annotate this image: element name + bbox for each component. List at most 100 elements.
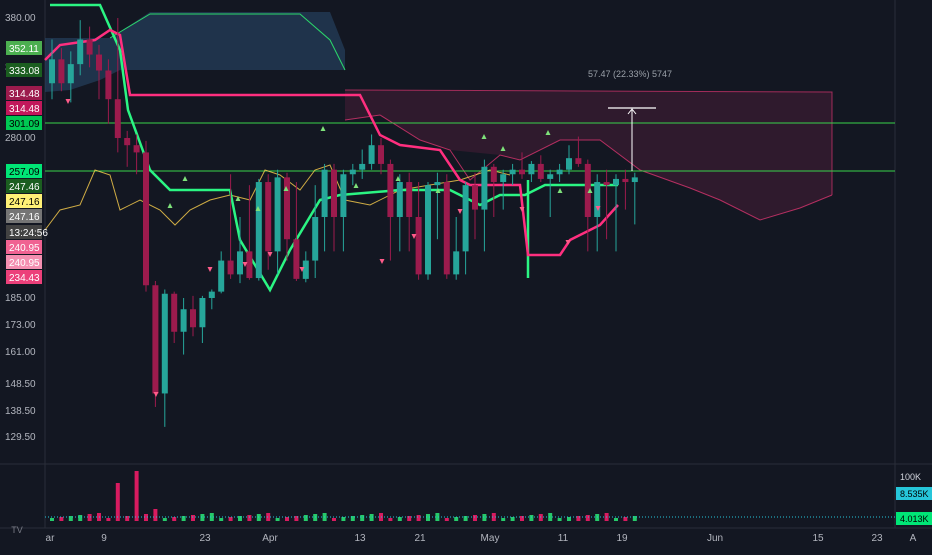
price-tag-bg <box>6 240 42 254</box>
price-tag: 240.95 <box>6 240 42 254</box>
volume-bar <box>444 518 449 521</box>
signal-marker-layer <box>65 99 601 397</box>
grid-layer <box>0 0 932 529</box>
price-tag-bg <box>6 101 42 115</box>
candle <box>481 159 488 252</box>
price-tag-label: 352.11 <box>9 44 39 55</box>
candle-body <box>415 217 422 275</box>
sell-signal-marker <box>153 392 159 397</box>
candle <box>594 174 601 252</box>
candle <box>406 172 413 252</box>
candle-body <box>208 291 215 298</box>
x-tick-label: 11 <box>558 533 569 544</box>
price-tag-bg <box>6 116 42 130</box>
sell-signal-marker <box>207 267 213 272</box>
price-tag: 247.16 <box>6 209 42 223</box>
price-tag-label: 247.16 <box>9 212 40 223</box>
candle <box>387 159 394 261</box>
x-tick-label: 9 <box>101 533 107 544</box>
candle-body <box>312 217 319 261</box>
candle-body <box>547 174 554 179</box>
buy-signal-marker <box>435 188 441 193</box>
candle-body <box>265 182 272 252</box>
candle-body <box>105 70 112 100</box>
candle <box>378 138 384 175</box>
candle-body <box>566 158 572 170</box>
measure-label: 57.47 (22.33%) 5747 <box>588 69 672 79</box>
candle <box>58 48 65 92</box>
price-tag-bg <box>6 164 42 178</box>
candle-body <box>77 39 84 65</box>
candle <box>86 26 93 68</box>
volume-tag-2-label: 4.013K <box>900 514 929 524</box>
volume-bar <box>463 516 468 521</box>
candle <box>293 182 300 282</box>
volume-bar <box>491 513 496 521</box>
candle-body <box>575 158 582 164</box>
candle <box>613 174 619 252</box>
price-tag-bg <box>6 194 42 208</box>
axis-layer: 380.00340.00280.00185.00173.00161.00148.… <box>5 13 917 544</box>
volume-bar <box>520 516 524 521</box>
volume-bar <box>181 516 186 521</box>
candle-body <box>434 182 441 186</box>
candle-layer[interactable] <box>49 18 638 427</box>
candle-body <box>255 182 262 279</box>
candle-body <box>161 293 168 394</box>
candle <box>152 281 159 407</box>
candle <box>312 185 319 279</box>
candle-body <box>143 152 149 286</box>
volume-bar <box>275 518 280 521</box>
candle <box>500 169 507 210</box>
candle-body <box>584 163 591 217</box>
candle <box>180 298 187 355</box>
candle-body <box>396 182 403 217</box>
buy-signal-marker <box>167 203 173 208</box>
volume-bar <box>501 518 506 521</box>
candle <box>255 178 262 281</box>
candle <box>199 295 206 343</box>
candle <box>246 185 253 280</box>
volume-bar <box>473 515 477 521</box>
volume-bar <box>162 518 167 521</box>
volume-bar <box>510 517 515 521</box>
candle <box>547 169 554 217</box>
volume-bar <box>426 514 430 521</box>
volume-bar <box>388 518 393 521</box>
price-tag: 352.11 <box>6 41 42 55</box>
candle-body <box>86 39 93 55</box>
candle <box>519 152 525 179</box>
candle-body <box>321 169 328 217</box>
candle <box>284 172 290 261</box>
candle <box>265 174 272 270</box>
volume-bar <box>106 518 111 521</box>
x-tick-label: Jun <box>707 533 723 544</box>
y-tick-label: 173.00 <box>5 320 36 331</box>
price-tag-label: 240.95 <box>9 258 40 269</box>
buy-signal-marker <box>283 186 289 191</box>
candle <box>472 172 478 240</box>
auto-scale-button: A <box>910 533 917 544</box>
candle-body <box>49 59 55 84</box>
price-tag: 247.16 <box>6 194 42 208</box>
candle-body <box>218 260 225 292</box>
price-tag: 314.48 <box>6 86 42 100</box>
price-tag: 240.95 <box>6 255 42 269</box>
volume-bar <box>369 514 374 521</box>
price-tag: 257.09 <box>6 164 42 178</box>
volume-bar <box>200 514 205 521</box>
x-tick-label: 19 <box>616 533 628 544</box>
y-tick-label: 380.00 <box>5 13 36 24</box>
candle <box>566 145 572 175</box>
candle-body <box>190 309 196 328</box>
candle <box>218 251 225 294</box>
candle-body <box>199 298 206 328</box>
buy-signal-marker <box>320 126 326 131</box>
volume-bar <box>341 517 346 521</box>
volume-bar <box>576 516 581 521</box>
price-tag-label: 13:24:56 <box>9 228 48 239</box>
candle <box>575 136 582 167</box>
candle-body <box>180 309 187 332</box>
